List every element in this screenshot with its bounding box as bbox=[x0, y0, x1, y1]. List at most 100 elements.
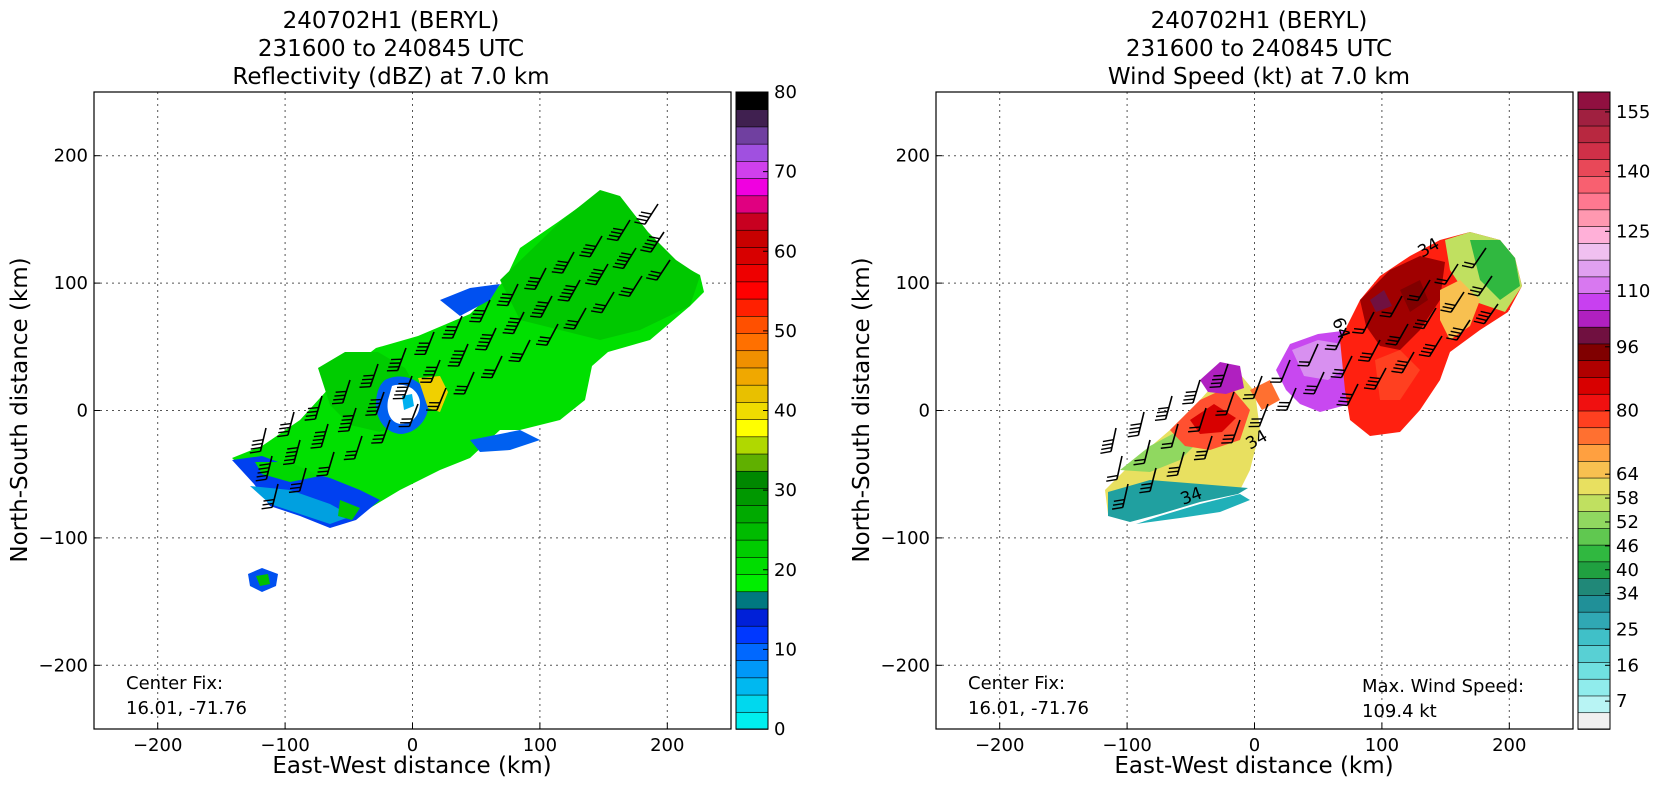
wind-barb bbox=[1221, 419, 1241, 444]
colorbar-segment bbox=[1577, 477, 1611, 496]
colorbar-segment bbox=[1577, 225, 1611, 244]
y-tick-label: 200 bbox=[54, 146, 88, 167]
colorbar-segment bbox=[1577, 259, 1611, 278]
reflectivity-title-line-3: Reflectivity (dBZ) at 7.0 km bbox=[232, 64, 549, 90]
wind-barb bbox=[524, 267, 547, 291]
wind-barb bbox=[1446, 319, 1471, 341]
wind-barb bbox=[316, 451, 335, 477]
wind-speed-center-fix-label: Center Fix: bbox=[968, 673, 1065, 694]
x-tick-label: 200 bbox=[1492, 735, 1526, 756]
colorbar-segment bbox=[735, 504, 769, 524]
reflectivity-panel: 240702H1 (BERYL) 231600 to 240845 UTC Re… bbox=[7, 8, 797, 779]
x-tick-label: −200 bbox=[133, 735, 182, 756]
x-tick-label: 100 bbox=[1365, 735, 1399, 756]
wind-barb bbox=[398, 403, 419, 428]
wind-barb bbox=[1209, 363, 1229, 389]
wind-barb bbox=[530, 295, 553, 318]
y-tick-label: −100 bbox=[39, 528, 88, 549]
colorbar-tick-label: 58 bbox=[1616, 488, 1639, 509]
wind-speed-field bbox=[1105, 232, 1522, 524]
wind-barb bbox=[283, 439, 301, 466]
colorbar-segment bbox=[1577, 443, 1611, 462]
wind-barb bbox=[646, 259, 671, 281]
wind-barb bbox=[1166, 451, 1185, 477]
colorbar-segment bbox=[1577, 326, 1611, 345]
colorbar-tick-label: 125 bbox=[1616, 221, 1650, 242]
reflectivity-x-axis-label: East-West distance (km) bbox=[272, 753, 551, 779]
wind-barb bbox=[1154, 395, 1173, 422]
colorbar-segment bbox=[735, 194, 769, 214]
colorbar-segment bbox=[1577, 678, 1611, 697]
reflectivity-center-fix-label: Center Fix: bbox=[126, 673, 223, 694]
colorbar-segment bbox=[1577, 661, 1611, 680]
colorbar-segment bbox=[735, 281, 769, 300]
colorbar-segment bbox=[735, 487, 769, 506]
colorbar-segment bbox=[735, 453, 769, 472]
colorbar-segment bbox=[735, 143, 769, 162]
wind-barb bbox=[1215, 391, 1235, 416]
y-tick-label: 100 bbox=[896, 273, 930, 294]
colorbar-segment bbox=[1577, 510, 1611, 529]
wind-barb bbox=[249, 427, 267, 454]
colorbar-segment bbox=[735, 349, 769, 369]
wind-barb bbox=[1418, 335, 1443, 358]
wind-speed-x-axis-label: East-West distance (km) bbox=[1114, 753, 1393, 779]
wind-barb bbox=[1473, 303, 1499, 325]
x-tick-label: −100 bbox=[260, 735, 309, 756]
x-tick-label: −100 bbox=[1102, 735, 1151, 756]
colorbar-segment bbox=[1577, 460, 1611, 479]
wind-barb bbox=[261, 483, 279, 510]
colorbar-segment bbox=[1577, 158, 1611, 177]
colorbar-tick-label: 40 bbox=[1616, 560, 1639, 581]
colorbar-segment bbox=[735, 694, 769, 713]
wind-barb bbox=[1275, 387, 1297, 411]
wind-speed-center-fix-value: 16.01, -71.76 bbox=[968, 698, 1089, 719]
wind-barb bbox=[606, 219, 631, 242]
colorbar-segment bbox=[1577, 141, 1611, 160]
wind-barb bbox=[371, 419, 391, 444]
wind-barb bbox=[618, 275, 643, 298]
reflectivity-field bbox=[232, 190, 704, 592]
colorbar-segment bbox=[1577, 125, 1611, 144]
wind-barb bbox=[1248, 403, 1269, 428]
reflectivity-title-line-1: 240702H1 (BERYL) bbox=[283, 8, 500, 34]
wind-barb bbox=[1467, 275, 1493, 297]
colorbar-tick-label: 110 bbox=[1616, 281, 1650, 302]
colorbar-segment bbox=[1577, 309, 1611, 328]
colorbar-segment bbox=[735, 177, 769, 197]
y-tick-label: 0 bbox=[919, 401, 930, 422]
colorbar-tick-label: 7 bbox=[1616, 691, 1627, 712]
colorbar-segment bbox=[735, 212, 769, 231]
colorbar-segment bbox=[1577, 644, 1611, 663]
wind-barb bbox=[1379, 295, 1403, 318]
colorbar-segment bbox=[735, 608, 769, 627]
colorbar-segment bbox=[735, 642, 769, 661]
max-wind-speed-label: Max. Wind Speed: bbox=[1362, 676, 1524, 697]
wind-barb bbox=[1385, 323, 1409, 346]
x-tick-label: 0 bbox=[407, 735, 418, 756]
colorbar-segment bbox=[735, 539, 769, 558]
colorbar-tick-label: 60 bbox=[774, 241, 797, 262]
wind-barb bbox=[453, 371, 475, 395]
colorbar-segment bbox=[735, 91, 769, 111]
colorbar-segment bbox=[735, 229, 769, 248]
wind-barb bbox=[392, 375, 413, 400]
colorbar-segment bbox=[1577, 359, 1611, 378]
colorbar-tick-label: 34 bbox=[1616, 584, 1639, 605]
x-tick-label: 200 bbox=[650, 735, 684, 756]
colorbar-segment bbox=[735, 470, 769, 489]
colorbar-segment bbox=[1577, 426, 1611, 445]
colorbar-segment bbox=[735, 263, 769, 283]
wind-barb bbox=[590, 291, 615, 314]
colorbar-segment bbox=[1577, 695, 1611, 714]
colorbar-tick-label: 30 bbox=[774, 480, 797, 501]
wind-barb bbox=[1182, 379, 1201, 405]
colorbar-segment bbox=[1577, 343, 1611, 362]
x-tick-label: −200 bbox=[975, 735, 1024, 756]
colorbar-segment bbox=[735, 711, 769, 730]
wind-barb bbox=[414, 331, 435, 356]
colorbar-segment bbox=[1577, 175, 1611, 194]
wind-barb bbox=[420, 359, 441, 383]
wind-barb bbox=[386, 347, 407, 372]
